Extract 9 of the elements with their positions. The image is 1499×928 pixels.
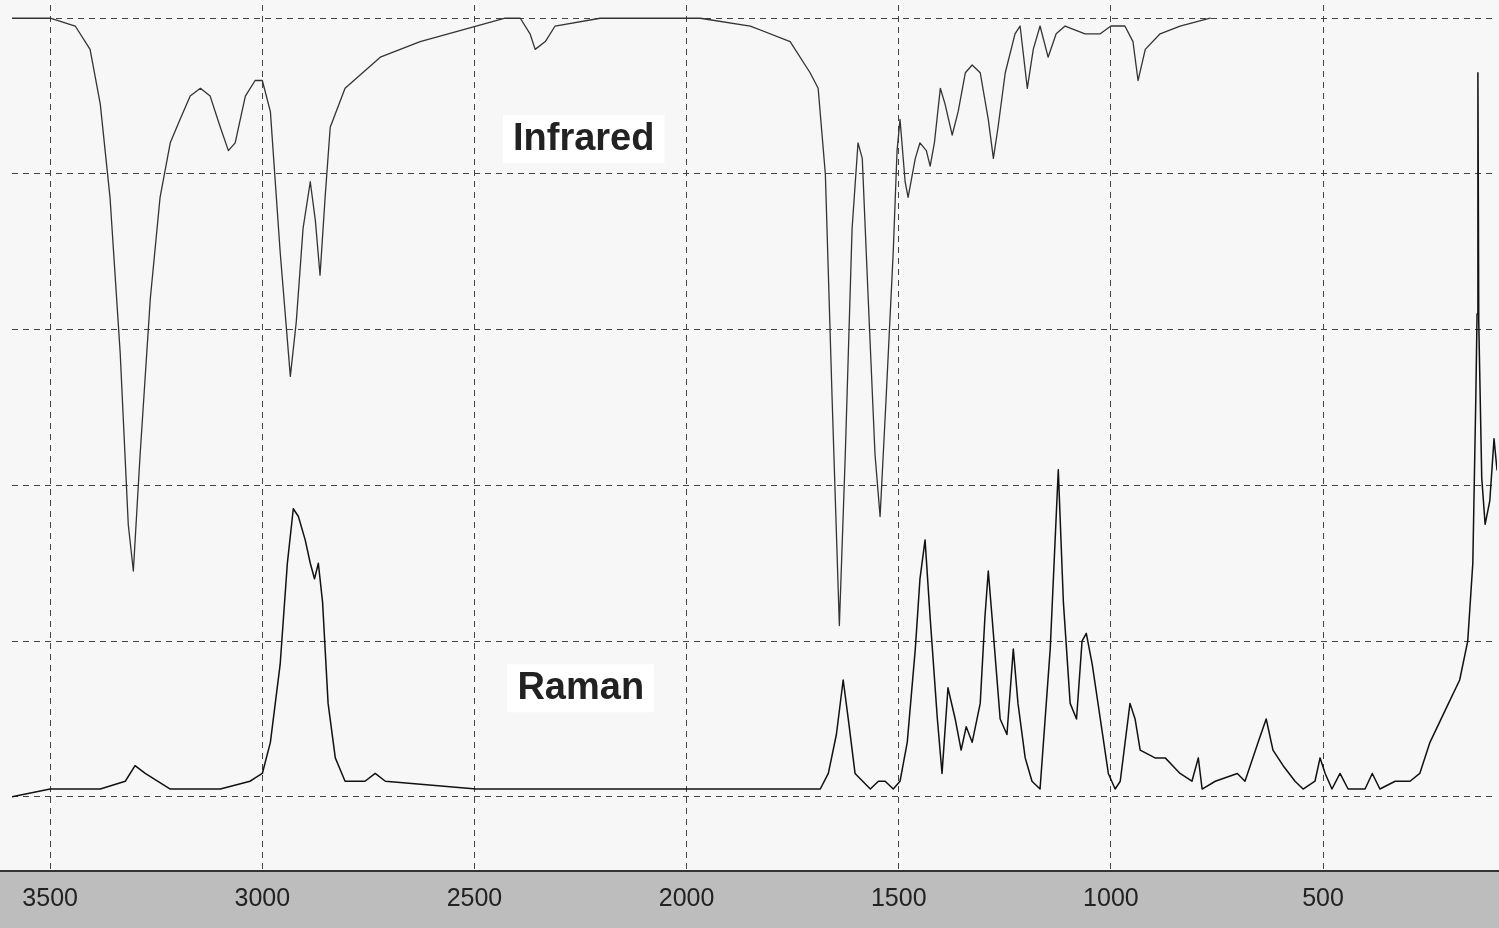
x-tick-label: 1000 [1083,882,1139,911]
x-tick-label: 2000 [658,882,715,911]
x-tick-label: 2500 [446,882,503,911]
x-tick-label: 500 [1302,882,1344,911]
text: Raman [517,664,645,707]
x-tick-label: 3500 [22,882,78,911]
x-tick-label: 3000 [234,882,291,911]
x-tick-label: 1500 [870,882,927,911]
series-label: Infrared [512,115,655,158]
